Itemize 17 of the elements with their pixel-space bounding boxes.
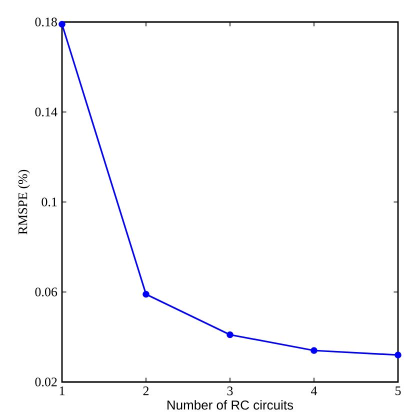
x-tick-label: 2 (143, 386, 149, 396)
x-tick-label: 3 (227, 386, 233, 396)
point (142, 290, 150, 298)
x-tick-label: 5 (396, 386, 401, 396)
x-tick-label: 4 (311, 386, 318, 396)
point (310, 347, 318, 354)
y-tick-label: 0.1 (42, 198, 57, 206)
y-axis-title: RMSPE (%) (18, 170, 30, 234)
y-tick-label: 0.02 (35, 378, 57, 386)
y-tick-label: 0.18 (35, 18, 57, 26)
y-tick-label: 0.06 (35, 288, 58, 296)
x-tick-label: 1 (60, 386, 64, 396)
point (394, 352, 402, 358)
point (226, 331, 234, 338)
y-tick-label: 0.14 (35, 108, 58, 116)
x-axis-title: Number of RC circuits (168, 400, 294, 410)
point (58, 20, 66, 28)
